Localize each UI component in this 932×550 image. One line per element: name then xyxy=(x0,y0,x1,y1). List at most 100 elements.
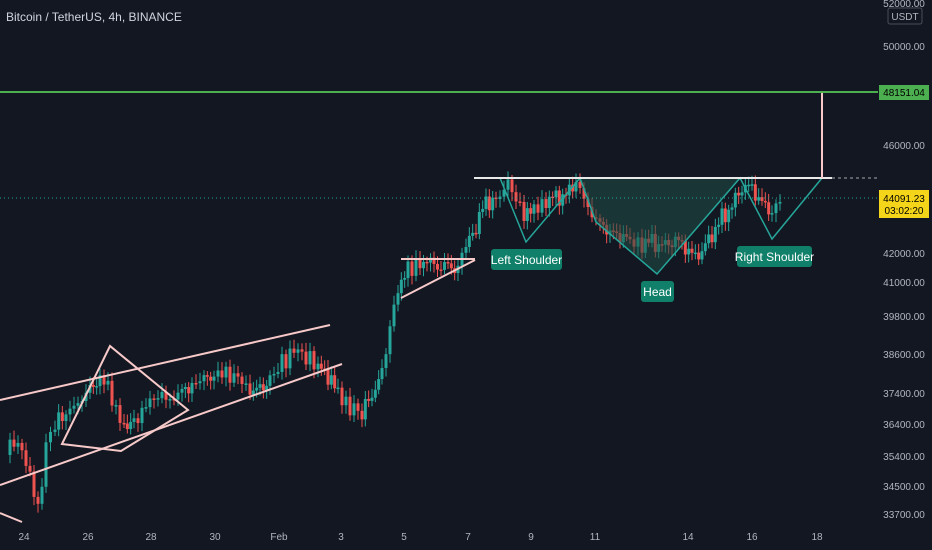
candle-body xyxy=(388,326,392,355)
candle-body xyxy=(336,387,340,390)
candle-body xyxy=(16,442,20,447)
candle-body xyxy=(164,392,168,400)
candle-body xyxy=(373,389,377,398)
candle-body xyxy=(578,181,582,188)
candle-body xyxy=(532,204,536,214)
time-axis-bg xyxy=(0,525,878,550)
candle-body xyxy=(399,279,403,294)
candle-body xyxy=(156,398,160,400)
candle-body xyxy=(733,192,737,208)
candle-body xyxy=(57,412,61,430)
candle-body xyxy=(198,381,202,384)
time-tick-label: 18 xyxy=(811,532,823,543)
candle-body xyxy=(118,405,122,423)
candle-body xyxy=(326,368,330,385)
candle-body xyxy=(703,243,707,252)
candle-body xyxy=(544,199,548,209)
candle-body xyxy=(410,261,414,276)
lower-left-line xyxy=(0,512,23,523)
candle-body xyxy=(53,429,57,432)
countdown-text: 03:02:20 xyxy=(885,206,924,217)
candle-body xyxy=(140,407,144,424)
candle-body xyxy=(144,407,148,409)
price-tick-label: 52000.00 xyxy=(883,0,925,10)
candle-body xyxy=(72,405,76,409)
price-axis-bg xyxy=(878,0,932,550)
candle-body xyxy=(168,399,172,401)
candle-body xyxy=(713,226,717,243)
candle-body xyxy=(236,373,240,377)
price-tick-label: 42000.00 xyxy=(883,249,925,260)
candle-body xyxy=(284,354,288,369)
candle-body xyxy=(8,439,12,455)
candle-body xyxy=(514,192,518,202)
candle-body xyxy=(418,259,422,269)
currency-badge[interactable] xyxy=(887,7,923,25)
candle-body xyxy=(265,385,269,391)
price-tick-label: 33700.00 xyxy=(883,510,925,521)
candle-body xyxy=(384,354,388,368)
candle-body xyxy=(547,196,551,209)
time-tick-label: 3 xyxy=(338,532,344,543)
time-tick-label: 5 xyxy=(401,532,407,543)
price-tick-label: 50000.00 xyxy=(883,42,925,53)
price-axis[interactable]: 52000.00 50000.00 46000.00 42000.00 41000.00… xyxy=(878,0,932,550)
channel-lower-line xyxy=(400,259,476,299)
currency-label: USDT xyxy=(891,12,918,23)
candle-body xyxy=(68,408,72,415)
wedge-lower-line xyxy=(0,363,343,486)
candle-body xyxy=(32,471,36,497)
candle-body xyxy=(49,431,52,443)
time-axis[interactable]: 24 26 28 30 Feb 3 5 7 9 11 14 16 18 xyxy=(0,525,878,550)
candle-body xyxy=(44,442,48,487)
candle-body xyxy=(481,208,485,213)
candle-body xyxy=(367,398,371,401)
candle-body xyxy=(356,403,360,411)
head-shoulders-pattern xyxy=(474,92,878,276)
candle-body xyxy=(747,184,751,187)
candle-body xyxy=(12,439,16,447)
candle-body xyxy=(183,387,187,390)
candle-body xyxy=(319,363,323,369)
candle-body xyxy=(574,181,578,192)
candle-body xyxy=(60,412,64,422)
candle-body xyxy=(129,421,133,430)
time-tick-label: 28 xyxy=(145,532,157,543)
candle-body xyxy=(292,348,296,353)
candle-body xyxy=(443,262,446,270)
candle-body xyxy=(209,376,213,381)
candle-body xyxy=(484,196,488,209)
candle-body xyxy=(510,179,514,193)
candle-body xyxy=(429,257,432,263)
wedge-upper-line xyxy=(0,324,331,401)
candle-body xyxy=(114,405,118,407)
candle-body xyxy=(333,375,337,389)
candle-body xyxy=(110,380,114,406)
candle-body xyxy=(697,252,701,260)
time-tick-label: 14 xyxy=(682,532,694,543)
candle-body xyxy=(449,263,453,269)
candle-body xyxy=(757,197,761,201)
candle-body xyxy=(244,383,248,385)
candle-body xyxy=(261,384,265,391)
candle-body xyxy=(525,208,529,221)
candle-body xyxy=(205,375,209,377)
candle-body xyxy=(76,403,80,406)
candle-body xyxy=(360,410,364,420)
candle-body xyxy=(106,380,110,385)
candle-body xyxy=(194,382,198,385)
label-head: Head xyxy=(641,281,674,302)
trend-drawings xyxy=(0,258,476,523)
time-tick-label: 16 xyxy=(746,532,758,543)
candle-body xyxy=(707,234,711,244)
candle-body xyxy=(36,496,40,504)
candle-body xyxy=(439,269,443,272)
candle-body xyxy=(403,277,407,280)
candle-body xyxy=(720,208,724,225)
candle-body xyxy=(436,263,439,270)
candle-body xyxy=(268,375,272,386)
label-right-shoulder: Right Shoulder xyxy=(735,246,814,267)
candle-body xyxy=(557,190,561,206)
